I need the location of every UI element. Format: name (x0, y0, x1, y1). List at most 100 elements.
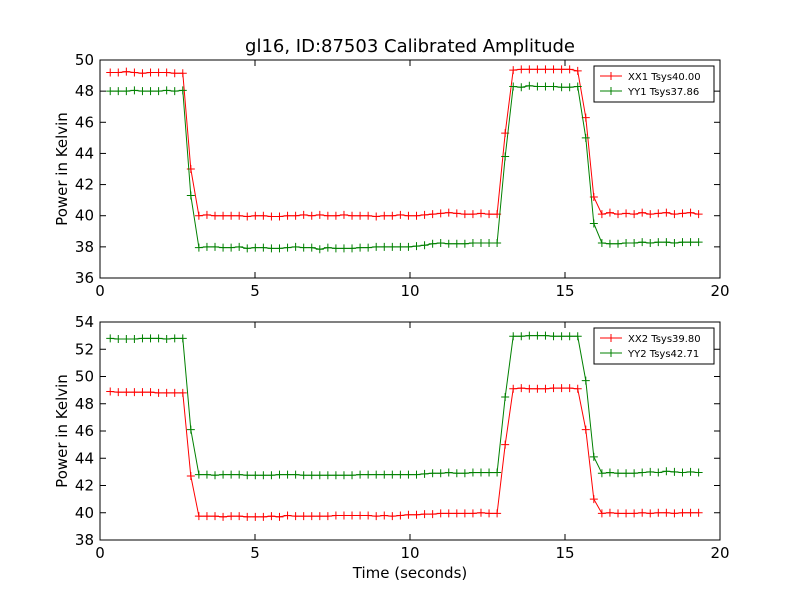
subplot-1: 0 5 10 15 20 36 38 40 42 44 46 48 50 Power in Kelvin X… (53, 51, 730, 300)
data-point (283, 470, 292, 479)
data-point (299, 471, 308, 480)
data-point (372, 212, 381, 221)
data-point (654, 508, 663, 517)
data-point (694, 508, 703, 517)
data-point (476, 238, 485, 247)
data-point (122, 67, 131, 76)
data-point (138, 334, 147, 343)
data-point (323, 211, 332, 220)
data-point (404, 211, 413, 220)
data-point (307, 211, 316, 220)
data-point (420, 510, 429, 519)
x-tick-label: 10 (400, 544, 419, 562)
x-tick-label: 5 (250, 282, 260, 300)
data-point (614, 469, 623, 478)
data-point (444, 208, 453, 217)
legend-marker (607, 72, 615, 80)
data-point (525, 65, 534, 74)
data-point (154, 87, 163, 96)
data-point (444, 509, 453, 518)
data-point (267, 512, 276, 521)
data-point (267, 471, 276, 480)
data-point (549, 65, 558, 74)
legend-label: YY2 Tsys42.71 (627, 349, 699, 360)
data-point (227, 470, 236, 479)
data-point (396, 210, 405, 219)
data-point (452, 509, 461, 518)
legend: XX2 Tsys39.80 YY2 Tsys42.71 (593, 327, 715, 365)
data-point (404, 510, 413, 519)
data-point (380, 511, 389, 520)
data-point (259, 512, 268, 521)
x-tick-label: 10 (400, 282, 419, 300)
data-point (605, 208, 614, 217)
data-point (509, 82, 518, 91)
data-point (573, 82, 582, 91)
data-point (178, 86, 187, 95)
data-point (654, 209, 663, 218)
data-point (331, 211, 340, 220)
series-1 (106, 65, 703, 221)
data-point (291, 470, 300, 479)
y-tick-label: 52 (75, 340, 94, 358)
data-point (452, 209, 461, 218)
data-point (283, 211, 292, 220)
data-point (614, 239, 623, 248)
data-point (428, 510, 437, 519)
data-point (194, 211, 203, 220)
data-point (154, 334, 163, 343)
data-point (614, 509, 623, 518)
data-point (348, 211, 357, 220)
data-point (202, 210, 211, 219)
data-point (194, 470, 203, 479)
data-point (130, 388, 139, 397)
y-tick-label: 40 (75, 504, 94, 522)
y-tick-label: 44 (75, 144, 94, 162)
data-point (533, 65, 542, 74)
legend-marker (607, 349, 615, 357)
data-point (485, 468, 494, 477)
data-point (388, 512, 397, 521)
x-tick-label: 15 (555, 282, 574, 300)
data-point (202, 512, 211, 521)
x-axis-label: Time (seconds) (352, 564, 468, 582)
legend-label: XX2 Tsys39.80 (628, 334, 701, 345)
data-point (670, 210, 679, 219)
data-point (622, 469, 631, 478)
data-point (670, 238, 679, 247)
data-point (654, 238, 663, 247)
data-point (630, 210, 639, 219)
y-tick-label: 44 (75, 449, 94, 467)
legend-box (593, 65, 715, 103)
y-tick-label: 50 (75, 51, 94, 69)
data-point (694, 238, 703, 247)
data-point (646, 210, 655, 219)
data-point (154, 68, 163, 77)
data-point (573, 384, 582, 393)
data-point (251, 243, 260, 252)
data-point (420, 210, 429, 219)
data-point (678, 468, 687, 477)
data-point (614, 210, 623, 219)
data-point (589, 452, 598, 461)
legend: XX1 Tsys40.00 YY1 Tsys37.86 (593, 65, 715, 103)
y-tick-label: 50 (75, 368, 94, 386)
subplot-2: 0 5 10 15 20 38 40 42 44 46 48 50 52 54 Power in Kelvi… (53, 313, 730, 562)
data-point (267, 212, 276, 221)
data-point (339, 244, 348, 253)
data-point (146, 68, 155, 77)
data-point (170, 87, 179, 96)
data-point (364, 470, 373, 479)
data-point (428, 239, 437, 248)
data-point (356, 243, 365, 252)
data-point (299, 512, 308, 521)
data-point (323, 512, 332, 521)
data-point (162, 86, 171, 95)
data-point (670, 509, 679, 518)
data-point (420, 241, 429, 250)
data-point (227, 243, 236, 252)
data-point (275, 512, 284, 521)
data-point (525, 81, 534, 90)
x-tick-label: 0 (95, 282, 105, 300)
